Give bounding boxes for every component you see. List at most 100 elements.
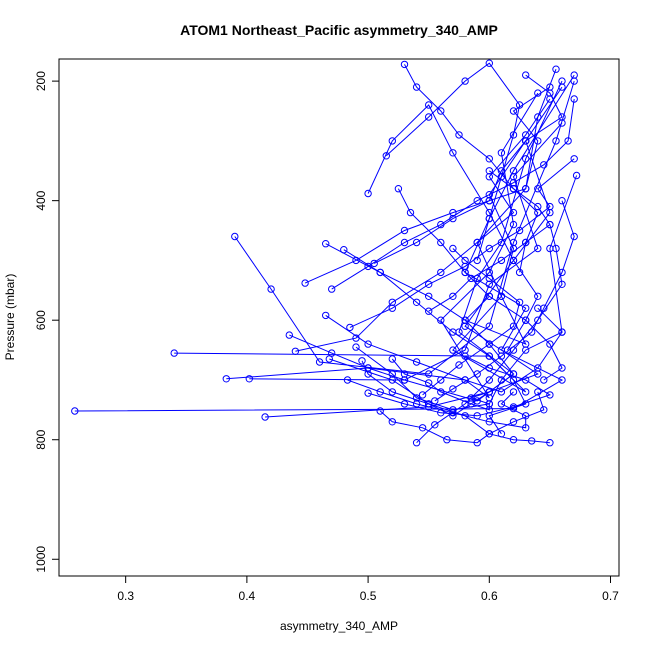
series-line — [422, 248, 521, 396]
data-point — [485, 167, 493, 175]
series-13 — [328, 95, 578, 293]
data-point — [522, 185, 530, 193]
series-14 — [340, 246, 530, 438]
data-point — [425, 400, 433, 408]
data-point — [522, 388, 530, 396]
series-line — [325, 140, 527, 346]
series-2 — [261, 83, 566, 421]
data-point — [558, 364, 566, 372]
data-point — [461, 352, 469, 360]
data-point — [467, 394, 475, 402]
data-point — [522, 304, 530, 312]
series-line — [249, 80, 563, 402]
data-point — [558, 197, 566, 205]
series-line — [416, 224, 563, 444]
series-line — [226, 92, 539, 399]
data-point — [522, 155, 530, 163]
series-line — [367, 355, 552, 417]
data-point — [485, 430, 493, 438]
data-point — [558, 328, 566, 336]
data-point — [534, 244, 542, 253]
series-line — [404, 64, 539, 273]
data-point — [509, 208, 518, 217]
data-point — [376, 407, 384, 415]
data-point — [376, 388, 384, 396]
data-point — [485, 376, 493, 384]
data-point — [509, 107, 518, 115]
data-point — [388, 304, 396, 312]
data-point — [558, 268, 566, 277]
data-point — [546, 340, 554, 348]
data-point — [400, 60, 409, 69]
data-point — [461, 256, 469, 265]
data-point — [509, 403, 518, 411]
data-point — [388, 370, 396, 378]
data-point — [522, 316, 530, 324]
data-point — [267, 285, 275, 293]
data-point — [546, 439, 554, 447]
data-point — [485, 418, 493, 426]
data-point — [522, 424, 530, 432]
data-point — [528, 437, 536, 445]
data-point — [509, 376, 518, 384]
data-point — [328, 285, 336, 293]
data-point — [449, 149, 457, 157]
data-point — [388, 137, 396, 145]
data-point — [534, 202, 542, 211]
data-point — [412, 394, 421, 402]
series-line — [289, 122, 563, 381]
data-point — [570, 155, 578, 163]
data-point — [358, 357, 366, 365]
data-point — [322, 240, 330, 248]
data-point — [534, 292, 542, 300]
series-line — [265, 86, 563, 418]
x-tick-label: 0.6 — [481, 589, 498, 603]
data-point — [540, 161, 548, 169]
data-point — [515, 226, 524, 235]
x-tick-label: 0.3 — [117, 589, 134, 603]
data-point — [170, 349, 178, 357]
data-point — [449, 346, 457, 354]
data-point — [570, 232, 578, 241]
data-point — [412, 298, 421, 306]
series-line — [234, 80, 575, 375]
data-point — [352, 343, 360, 351]
data-point — [497, 149, 506, 157]
series-6 — [231, 77, 578, 378]
data-point — [431, 421, 439, 429]
data-point — [552, 244, 560, 253]
data-point — [437, 388, 445, 396]
series-21 — [370, 71, 566, 268]
data-point — [485, 59, 493, 67]
data-point — [437, 268, 445, 277]
data-point — [485, 292, 493, 300]
x-axis: 0.3 0.4 0.5 0.6 0.7 — [117, 575, 619, 603]
y-tick-label: 200 — [34, 71, 48, 91]
data-point — [425, 307, 433, 315]
data-point — [522, 71, 530, 79]
data-point — [370, 259, 378, 268]
data-point — [558, 77, 566, 85]
data-point — [467, 274, 475, 283]
data-point — [412, 358, 421, 366]
data-point — [546, 202, 554, 211]
data-point — [485, 197, 493, 205]
data-point — [546, 220, 554, 229]
data-point — [572, 171, 581, 180]
data-point — [534, 364, 542, 372]
series-line — [397, 188, 563, 381]
data-point — [364, 389, 372, 397]
data-point — [412, 439, 421, 447]
data-point — [485, 214, 493, 223]
data-point — [485, 400, 493, 408]
data-point — [528, 328, 536, 336]
y-tick-label: 600 — [34, 310, 48, 330]
series-line — [325, 175, 578, 393]
data-point — [425, 370, 433, 378]
data-point — [461, 77, 469, 85]
data-point — [437, 376, 445, 384]
data-point — [461, 268, 469, 277]
data-point — [522, 238, 530, 247]
series-layer — [71, 59, 581, 447]
